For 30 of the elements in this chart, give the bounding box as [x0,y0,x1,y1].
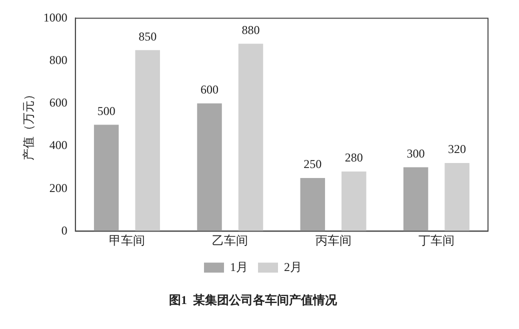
data-label: 880 [242,22,260,37]
bar [94,124,119,232]
y-tick-label: 200 [49,180,68,195]
x-tick-label: 甲车间 [108,234,145,248]
data-label: 300 [406,146,425,160]
y-tick-label: 0 [61,223,68,238]
data-label: 850 [138,29,157,44]
data-label: 280 [344,150,363,165]
data-label: 500 [97,104,116,118]
y-axis-title: 产值（万元） [21,88,36,161]
x-tick-label: 丁车间 [418,234,454,248]
y-tick-label: 800 [49,52,68,67]
x-tick-label: 乙车间 [212,234,248,248]
bar [403,167,428,232]
y-tick-label: 400 [49,138,68,152]
legend-label: 1月 [230,260,248,274]
bar [197,103,222,232]
bar [300,178,326,232]
bar [444,163,470,232]
bar [238,44,264,232]
y-tick-label: 1000 [43,10,68,24]
bar [342,172,366,232]
data-label: 320 [448,142,466,156]
data-label: 600 [200,82,218,97]
x-tick-label: 丙车间 [315,234,352,248]
text: 图1 某集团公司各车间产值情况 [169,292,338,307]
data-label: 250 [304,157,322,172]
legend-label: 2月 [284,260,302,274]
y-tick-label: 600 [49,96,68,110]
bar [135,50,160,232]
